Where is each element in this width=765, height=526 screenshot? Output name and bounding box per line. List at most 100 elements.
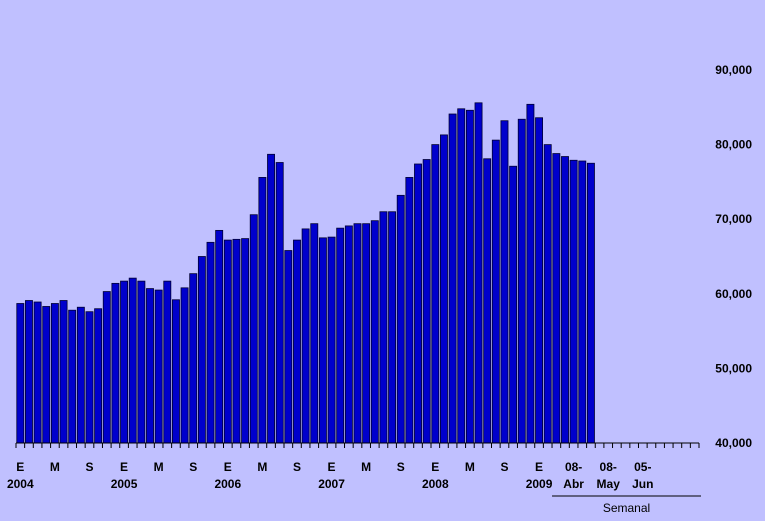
bar — [42, 306, 51, 444]
bar — [232, 238, 241, 444]
bar — [509, 165, 518, 444]
bar — [362, 223, 371, 444]
bar — [388, 211, 397, 444]
bar — [102, 291, 111, 444]
bar — [94, 308, 103, 444]
weekly-section-label: Semanal — [603, 501, 650, 515]
x-tick-label: E — [535, 460, 543, 474]
bar — [241, 238, 250, 444]
bar — [491, 139, 500, 444]
bar — [526, 103, 535, 444]
x-tick-label: M — [257, 460, 267, 474]
x-tick-label: S — [397, 460, 405, 474]
y-tick-label: 70,000 — [715, 212, 752, 226]
y-tick-label: 90,000 — [715, 63, 752, 77]
weekly-label: 08- — [565, 460, 582, 474]
bar — [293, 239, 301, 444]
bar — [396, 194, 405, 444]
bar — [474, 102, 483, 444]
labels-group: 40,000 50,000 60,000 70,000 80,000 90,000 E 200… — [7, 63, 752, 515]
bar — [189, 273, 198, 444]
bar — [33, 301, 42, 444]
bar — [517, 118, 526, 444]
bar — [215, 229, 224, 444]
bar — [422, 159, 431, 444]
axes-group — [15, 442, 701, 497]
bar — [431, 144, 440, 444]
x-tick-label: S — [85, 460, 93, 474]
bar — [448, 113, 457, 444]
x-tick-label: M — [154, 460, 164, 474]
bar — [275, 162, 284, 444]
y-tick-label: 40,000 — [715, 436, 752, 450]
bar — [197, 256, 206, 444]
bar — [414, 163, 422, 444]
bar — [483, 158, 492, 444]
bar — [336, 227, 345, 444]
bar — [111, 282, 120, 444]
weekly-label: Abr — [563, 477, 584, 491]
weekly-label: May — [597, 477, 621, 491]
bar — [318, 237, 327, 444]
bar — [68, 309, 77, 444]
bar — [310, 223, 319, 444]
x-tick-label: E — [16, 460, 24, 474]
bar — [353, 223, 362, 444]
bar — [370, 220, 379, 444]
bar — [76, 306, 85, 444]
x-tick-label: E — [328, 460, 336, 474]
bar — [561, 156, 569, 444]
weekly-label: Jun — [632, 477, 653, 491]
x-tick-label: S — [189, 460, 197, 474]
bar — [578, 160, 587, 444]
bar — [327, 236, 336, 444]
x-tick-label: E — [120, 460, 128, 474]
bar — [206, 241, 215, 444]
bar — [163, 280, 172, 444]
bar — [137, 280, 146, 444]
weekly-label: 08- — [600, 460, 617, 474]
x-tick-label: M — [50, 460, 60, 474]
x-tick-label: S — [500, 460, 508, 474]
y-tick-label: 60,000 — [715, 287, 752, 301]
year-label: 2005 — [111, 477, 138, 491]
bar — [258, 177, 267, 444]
bar — [379, 211, 388, 444]
bar — [344, 225, 353, 444]
bar — [405, 177, 414, 444]
bar — [16, 303, 25, 444]
bar — [146, 288, 154, 444]
year-label: 2007 — [318, 477, 345, 491]
bar — [171, 299, 180, 444]
bar — [500, 120, 509, 444]
weekly-label: 05- — [634, 460, 651, 474]
bar — [128, 277, 137, 444]
bar — [154, 289, 163, 444]
x-tick-label: S — [293, 460, 301, 474]
bar — [440, 134, 448, 444]
bar — [223, 239, 232, 444]
bar — [543, 144, 552, 444]
x-tick-label: M — [361, 460, 371, 474]
y-tick-label: 80,000 — [715, 138, 752, 152]
bar — [465, 109, 474, 444]
bar — [120, 280, 129, 444]
bar — [249, 214, 258, 444]
bar — [284, 250, 293, 444]
bar — [457, 108, 466, 444]
bar — [267, 153, 275, 444]
year-label: 2008 — [422, 477, 449, 491]
bar — [50, 303, 59, 444]
year-label: 2004 — [7, 477, 34, 491]
bar — [586, 162, 595, 444]
bar — [85, 311, 94, 444]
bar — [25, 300, 33, 444]
bar — [569, 159, 578, 444]
bar — [535, 117, 544, 444]
bar — [59, 300, 68, 444]
year-label: 2006 — [214, 477, 241, 491]
y-tick-label: 50,000 — [715, 361, 752, 375]
bar — [301, 228, 310, 444]
